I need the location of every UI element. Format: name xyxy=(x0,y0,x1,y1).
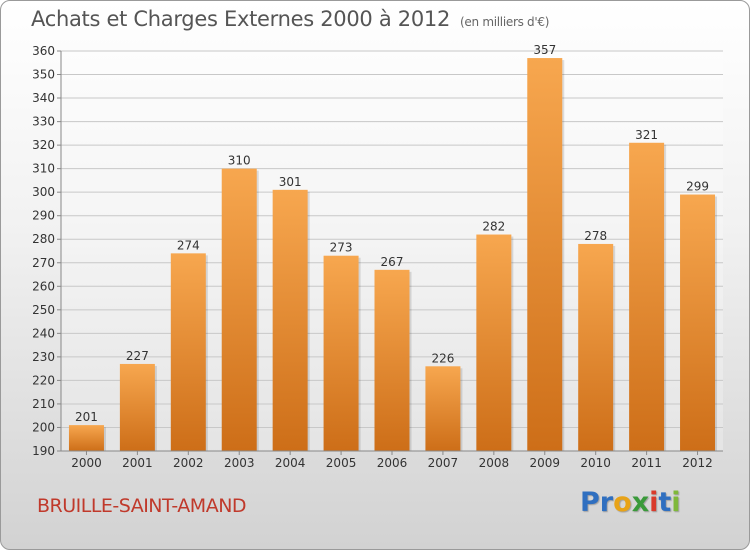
x-tick-label: 2009 xyxy=(529,456,560,470)
data-label: 301 xyxy=(279,175,302,189)
y-tick-label: 280 xyxy=(32,232,55,246)
y-tick-label: 230 xyxy=(32,350,55,364)
y-tick-label: 200 xyxy=(32,420,55,434)
logo-letter: P xyxy=(580,487,600,518)
x-tick-label: 2010 xyxy=(580,456,611,470)
chart-title: Achats et Charges Externes 2000 à 2012 (e… xyxy=(31,7,549,31)
chart-unit: (en milliers d'€) xyxy=(460,15,550,29)
y-tick-label: 220 xyxy=(32,373,55,387)
x-tick-label: 2002 xyxy=(173,456,204,470)
x-tick-label: 2005 xyxy=(326,456,357,470)
logo-letter: x xyxy=(631,487,650,518)
data-label: 278 xyxy=(584,229,607,243)
bar xyxy=(629,142,665,451)
bar xyxy=(170,253,206,451)
y-tick-label: 300 xyxy=(32,185,55,199)
logo-letter: t xyxy=(658,487,672,518)
proxiti-logo: Proxiti xyxy=(580,487,681,518)
data-label: 282 xyxy=(482,220,505,234)
y-tick-label: 290 xyxy=(32,209,55,223)
data-label: 273 xyxy=(330,241,353,255)
bar xyxy=(476,234,512,451)
y-tick-label: 260 xyxy=(32,279,55,293)
x-tick-label: 2001 xyxy=(122,456,153,470)
bar xyxy=(425,366,461,451)
y-tick-label: 210 xyxy=(32,397,55,411)
logo-letter: i xyxy=(649,487,659,518)
bar xyxy=(68,425,104,451)
x-tick-label: 2006 xyxy=(377,456,408,470)
y-tick-label: 360 xyxy=(32,44,55,58)
y-tick-label: 190 xyxy=(32,444,55,458)
data-label: 310 xyxy=(228,154,251,168)
y-tick-label: 330 xyxy=(32,115,55,129)
logo-letter: o xyxy=(613,487,632,518)
bar xyxy=(374,269,410,451)
chart-title-text: Achats et Charges Externes 2000 à 2012 xyxy=(31,7,451,31)
y-tick-label: 320 xyxy=(32,138,55,152)
y-tick-label: 340 xyxy=(32,91,55,105)
x-tick-label: 2011 xyxy=(631,456,662,470)
bar xyxy=(323,255,359,451)
bar xyxy=(680,194,716,451)
y-tick-label: 250 xyxy=(32,303,55,317)
data-label: 201 xyxy=(75,410,98,424)
data-label: 227 xyxy=(126,349,149,363)
bar xyxy=(578,243,614,451)
bar xyxy=(221,168,257,451)
data-label: 226 xyxy=(431,351,454,365)
x-tick-label: 2012 xyxy=(682,456,713,470)
town-name: BRUILLE-SAINT-AMAND xyxy=(37,495,247,517)
x-tick-label: 2008 xyxy=(479,456,510,470)
y-tick-label: 350 xyxy=(32,68,55,82)
bar xyxy=(119,363,155,451)
data-label: 267 xyxy=(381,255,404,269)
bar xyxy=(272,189,308,451)
y-tick-label: 240 xyxy=(32,326,55,340)
bar xyxy=(527,58,563,451)
x-tick-label: 2004 xyxy=(275,456,306,470)
y-tick-label: 270 xyxy=(32,256,55,270)
x-tick-label: 2000 xyxy=(71,456,102,470)
data-label: 299 xyxy=(686,180,709,194)
x-tick-label: 2003 xyxy=(224,456,255,470)
logo-letter: i xyxy=(671,487,681,518)
x-tick-label: 2007 xyxy=(428,456,459,470)
data-label: 357 xyxy=(533,43,556,57)
data-label: 274 xyxy=(177,238,200,252)
logo-letter: r xyxy=(599,487,614,518)
data-label: 321 xyxy=(635,128,658,142)
y-tick-label: 310 xyxy=(32,162,55,176)
